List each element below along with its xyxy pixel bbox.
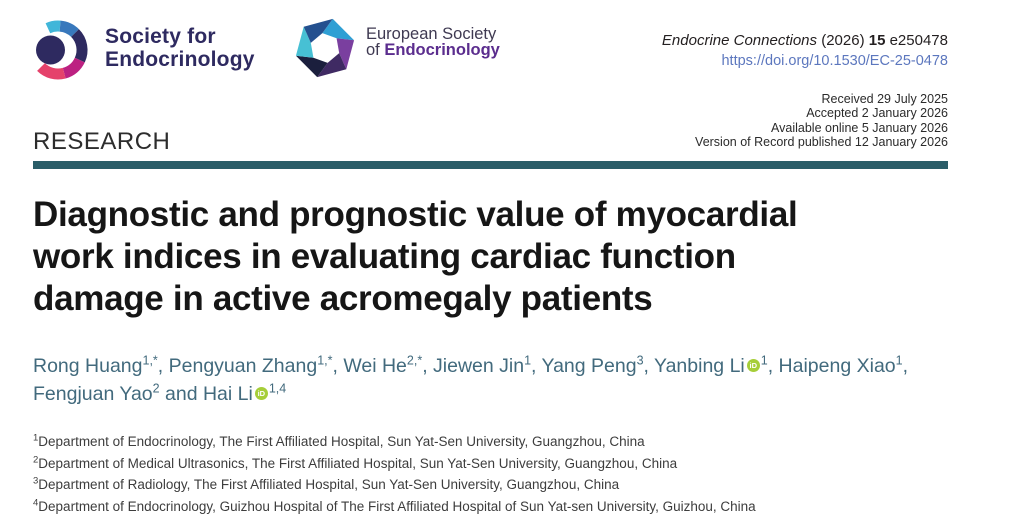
affiliation-1: 1Department of Endocrinology, The First …: [33, 431, 756, 453]
author-name: Hai Li: [202, 383, 253, 405]
ese-logo-line2: of Endocrinology: [366, 41, 500, 59]
author: Yang Peng3,: [541, 353, 655, 377]
author-name: Yang Peng: [541, 355, 637, 377]
affiliation-3-text: Department of Radiology, The First Affil…: [38, 477, 620, 493]
authors-line-1: Rong Huang1,*, Pengyuan Zhang1,*, Wei He…: [33, 352, 908, 380]
author-affiliation-sup: 2: [152, 381, 160, 396]
author-separator: and: [159, 383, 203, 405]
author-list: Rong Huang1,*, Pengyuan Zhang1,*, Wei He…: [33, 352, 908, 408]
ese-logo-icon: [295, 18, 355, 78]
sfe-logo-icon: [36, 20, 88, 80]
sfe-logo-line1: Society for: [105, 25, 216, 48]
author: Yanbing Li iD 1,: [654, 353, 779, 377]
author-separator: ,: [157, 355, 169, 377]
author: Hai Li iD 1,4: [202, 381, 287, 405]
accepted-date: Accepted 2 January 2026: [806, 106, 948, 121]
orcid-icon[interactable]: iD: [254, 387, 268, 400]
journal-year: (2026): [821, 32, 865, 49]
author-affiliation-sup: 1,*: [317, 353, 333, 368]
sfe-logo-text: Society for Endocrinology: [105, 25, 255, 71]
article-title: Diagnostic and prognostic value of myoca…: [33, 194, 798, 320]
affiliation-4-sup: 4: [33, 497, 39, 509]
journal-citation: Endocrine Connections (2026) 15 e250478 …: [662, 31, 948, 71]
journal-volume: 15: [868, 32, 886, 49]
author-affiliation-sup: 3: [636, 353, 644, 368]
author-separator: ,: [643, 355, 655, 377]
ese-logo-text: European Society of Endocrinology: [366, 25, 500, 59]
sfe-logo: Society for Endocrinology: [33, 13, 255, 85]
author-name: Fengjuan Yao: [33, 383, 153, 405]
author-affiliation-sup: 1: [524, 353, 532, 368]
affiliation-4-text: Department of Endocrinology, Guizhou Hos…: [38, 498, 756, 514]
author-separator: ,: [422, 355, 434, 377]
affiliation-1-sup: 1: [33, 432, 39, 444]
author-separator: ,: [902, 355, 909, 377]
author-name: Yanbing Li: [654, 355, 745, 377]
author-separator: ,: [332, 355, 344, 377]
affiliation-3-sup: 3: [33, 475, 39, 487]
affiliation-3: 3Department of Radiology, The First Affi…: [33, 474, 756, 496]
author-name: Jiewen Jin: [433, 355, 525, 377]
article-id: e250478: [889, 32, 948, 49]
title-line-3: damage in active acromegaly patients: [33, 279, 653, 318]
affiliation-list: 1Department of Endocrinology, The First …: [33, 431, 756, 517]
ese-logo: European Society of Endocrinology: [293, 13, 500, 83]
affiliation-4: 4Department of Endocrinology, Guizhou Ho…: [33, 496, 756, 517]
author-affiliation-sup: 2,*: [406, 353, 423, 368]
author-separator: ,: [767, 355, 779, 377]
ese-logo-endocrinology: Endocrinology: [384, 41, 500, 59]
author-affiliation-sup: 1: [895, 353, 903, 368]
author-name: Pengyuan Zhang: [168, 355, 318, 377]
author-name: Haipeng Xiao: [778, 355, 896, 377]
author-separator: ,: [531, 355, 542, 377]
affiliation-1-text: Department of Endocrinology, The First A…: [38, 434, 645, 449]
affiliation-2-text: Department of Medical Ultrasonics, The F…: [38, 455, 678, 471]
citation-line: Endocrine Connections (2026) 15 e250478: [662, 31, 948, 51]
sfe-logo-line2: Endocrinology: [105, 48, 255, 71]
affiliation-2-sup: 2: [33, 454, 39, 466]
doi-line: https://doi.org/10.1530/EC-25-0478: [662, 51, 948, 71]
affiliation-2: 2Department of Medical Ultrasonics, The …: [33, 453, 756, 475]
journal-name: Endocrine Connections: [661, 32, 818, 49]
author: Fengjuan Yao2 and: [33, 381, 203, 405]
authors-line-2: Fengjuan Yao2 and Hai Li iD 1,4: [33, 380, 908, 408]
publication-history: Received 29 July 2025 Accepted 2 January…: [695, 92, 948, 150]
available-online-date: Available online 5 January 2026: [771, 120, 948, 135]
orcid-icon[interactable]: iD: [746, 359, 760, 372]
author-affiliation-sup: 1,*: [142, 353, 158, 368]
received-date: Received 29 July 2025: [821, 92, 948, 106]
author-name: Rong Huang: [33, 355, 143, 377]
section-label: RESEARCH: [33, 128, 171, 155]
author-affiliation-sup: 1: [760, 353, 768, 368]
version-of-record-date: Version of Record published 12 January 2…: [695, 135, 948, 150]
title-line-2: work indices in evaluating cardiac funct…: [33, 237, 736, 276]
ese-logo-line1: European Society: [366, 25, 497, 43]
author-name: Wei He: [343, 355, 407, 377]
author: Wei He2,*,: [343, 353, 434, 377]
author: Jiewen Jin1,: [433, 353, 542, 377]
doi-link[interactable]: https://doi.org/10.1530/EC-25-0478: [721, 53, 948, 69]
author-affiliation-sup: 1,4: [268, 381, 287, 396]
author: Pengyuan Zhang1,*,: [168, 353, 344, 377]
author: Rong Huang1,*,: [33, 353, 169, 377]
section-divider-rule: [33, 161, 948, 169]
title-line-1: Diagnostic and prognostic value of myoca…: [33, 195, 798, 234]
ese-logo-of: of: [366, 41, 385, 59]
author: Haipeng Xiao1,: [778, 353, 909, 377]
